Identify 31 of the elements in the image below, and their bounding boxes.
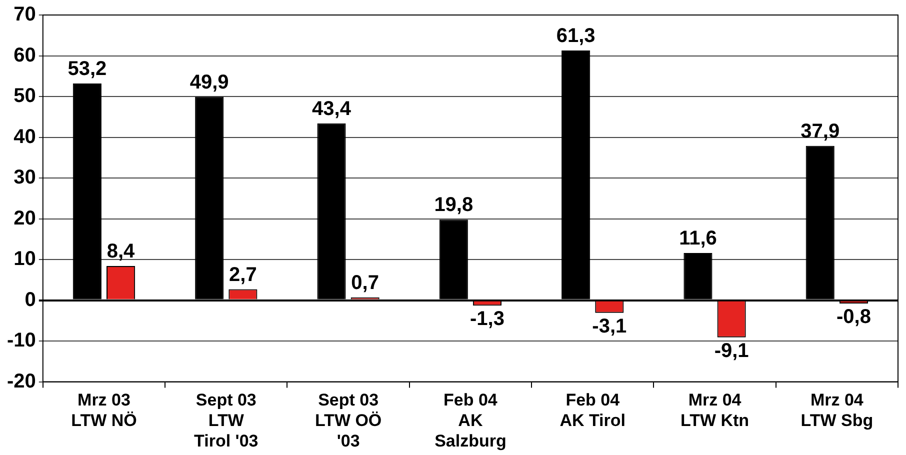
y-tick-label: -20: [7, 370, 36, 392]
data-label: 19,8: [434, 194, 474, 216]
x-tick-label: Sept 03 LTW OÖ '03: [314, 390, 382, 450]
data-label: -9,1: [714, 340, 749, 362]
data-label: -1,3: [470, 308, 504, 330]
data-label: 8,4: [106, 240, 136, 263]
data-label: 37,9: [800, 120, 840, 142]
x-tick-label: Mrz 03 LTW NÖ: [71, 390, 137, 430]
y-tick-label: 50: [14, 85, 36, 108]
x-tick-label: Feb 04 AK Tirol: [560, 390, 626, 430]
data-label: 53,2: [68, 58, 107, 80]
y-tick-label: 10: [14, 248, 36, 270]
x-tick-label: Mrz 04 LTW Sbg: [800, 390, 874, 430]
data-label: 49,9: [190, 71, 229, 94]
data-label: -3,1: [592, 315, 627, 338]
data-label: -0,8: [836, 306, 871, 328]
data-label: 61,3: [556, 24, 596, 47]
x-tick-label: Sept 03 LTW Tirol '03: [194, 390, 258, 450]
data-label: 11,6: [679, 228, 717, 250]
y-tick-label: 30: [14, 166, 36, 189]
data-label: 43,4: [312, 98, 352, 120]
y-tick-label: -10: [7, 330, 36, 352]
x-tick-label: Feb 04 AK Salzburg: [434, 390, 506, 450]
y-tick-label: 20: [14, 207, 36, 230]
y-tick-label: 60: [14, 44, 36, 66]
y-tick-label: 0: [24, 288, 36, 311]
x-tick-label: Mrz 04 LTW Ktn: [680, 390, 750, 430]
data-label: 2,7: [229, 264, 257, 286]
y-tick-label: 70: [14, 4, 36, 26]
data-label: 0,7: [351, 272, 379, 294]
y-tick-label: 40: [14, 126, 36, 148]
